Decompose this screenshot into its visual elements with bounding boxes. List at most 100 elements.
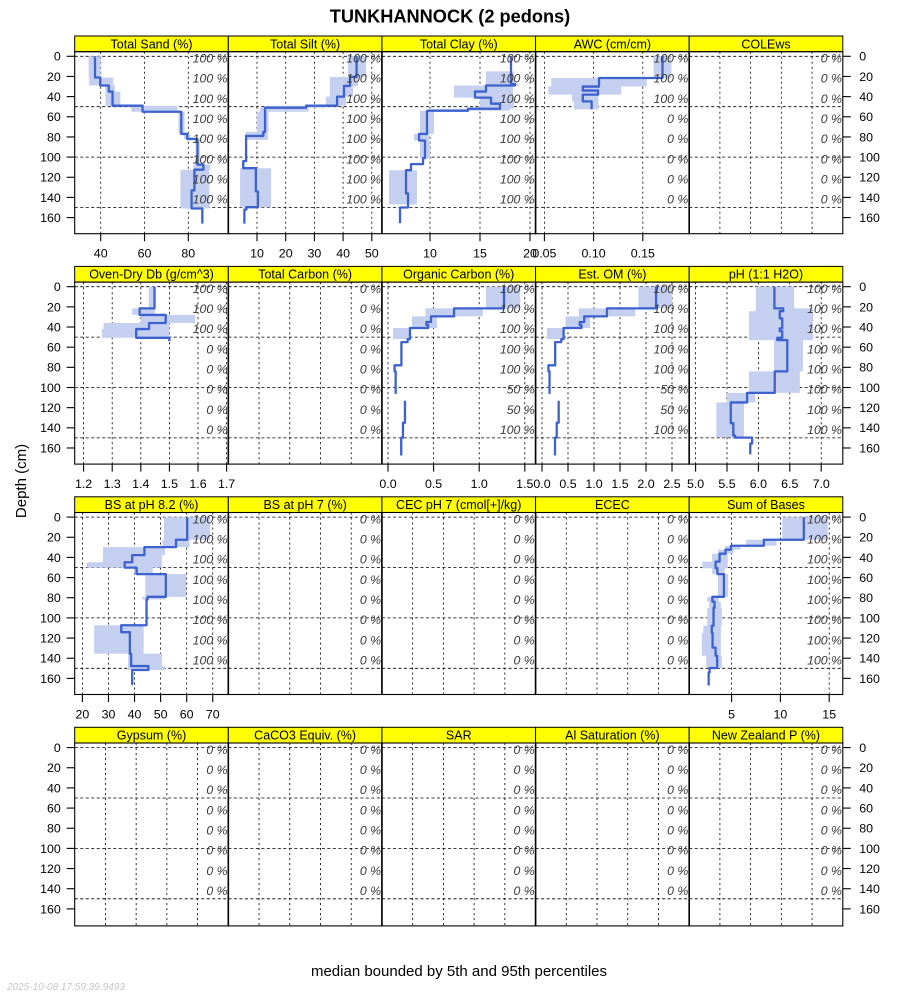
- svg-text:0 %: 0 %: [514, 864, 535, 878]
- svg-text:2025-10-08 17:59:39.9493: 2025-10-08 17:59:39.9493: [6, 982, 125, 993]
- svg-text:0 %: 0 %: [360, 763, 381, 777]
- svg-text:1.0: 1.0: [585, 477, 602, 491]
- svg-text:0 %: 0 %: [360, 864, 381, 878]
- svg-text:0.0: 0.0: [379, 477, 396, 491]
- svg-text:100 %: 100 %: [807, 553, 842, 567]
- svg-text:0 %: 0 %: [821, 803, 842, 817]
- svg-text:0.5: 0.5: [559, 477, 576, 491]
- svg-text:0 %: 0 %: [360, 302, 381, 316]
- svg-text:0 %: 0 %: [360, 553, 381, 567]
- svg-text:40: 40: [128, 707, 142, 721]
- svg-text:5.0: 5.0: [687, 477, 704, 491]
- svg-text:0: 0: [54, 511, 61, 525]
- svg-text:5.5: 5.5: [718, 477, 735, 491]
- svg-text:0 %: 0 %: [821, 172, 842, 186]
- svg-text:0 %: 0 %: [360, 633, 381, 647]
- svg-text:CEC pH 7 (cmol[+]/kg): CEC pH 7 (cmol[+]/kg): [396, 498, 521, 512]
- svg-text:0 %: 0 %: [360, 363, 381, 377]
- svg-text:0 %: 0 %: [514, 783, 535, 797]
- svg-text:0 %: 0 %: [667, 803, 688, 817]
- svg-text:Organic Carbon (%): Organic Carbon (%): [403, 268, 514, 282]
- svg-text:0 %: 0 %: [206, 844, 227, 858]
- svg-text:0 %: 0 %: [821, 823, 842, 837]
- svg-text:160: 160: [859, 441, 880, 455]
- svg-text:Est. OM (%): Est. OM (%): [578, 268, 646, 282]
- svg-text:1.2: 1.2: [75, 477, 92, 491]
- svg-text:0 %: 0 %: [360, 823, 381, 837]
- svg-text:160: 160: [859, 211, 880, 225]
- svg-text:0 %: 0 %: [360, 844, 381, 858]
- svg-text:0 %: 0 %: [360, 613, 381, 627]
- svg-text:20: 20: [523, 247, 537, 261]
- svg-text:0 %: 0 %: [360, 282, 381, 296]
- svg-text:50 %: 50 %: [660, 403, 688, 417]
- svg-text:100 %: 100 %: [193, 152, 228, 166]
- svg-text:CaCO3 Equiv. (%): CaCO3 Equiv. (%): [254, 729, 356, 743]
- svg-text:40: 40: [336, 247, 350, 261]
- svg-text:60: 60: [859, 341, 873, 355]
- svg-text:1.5: 1.5: [516, 477, 533, 491]
- svg-text:100 %: 100 %: [193, 593, 228, 607]
- svg-text:100 %: 100 %: [500, 282, 535, 296]
- svg-text:100 %: 100 %: [193, 613, 228, 627]
- svg-text:1.5: 1.5: [161, 477, 178, 491]
- svg-text:0: 0: [54, 741, 61, 755]
- svg-text:100 %: 100 %: [654, 322, 689, 336]
- svg-text:0 %: 0 %: [667, 783, 688, 797]
- svg-text:100 %: 100 %: [654, 72, 689, 86]
- svg-text:60: 60: [47, 571, 61, 585]
- svg-text:0 %: 0 %: [514, 613, 535, 627]
- svg-text:New Zealand P (%): New Zealand P (%): [712, 729, 820, 743]
- svg-text:60: 60: [180, 707, 194, 721]
- svg-text:140: 140: [859, 882, 880, 896]
- svg-text:100 %: 100 %: [807, 633, 842, 647]
- svg-text:80: 80: [181, 247, 195, 261]
- svg-text:0 %: 0 %: [821, 193, 842, 207]
- svg-text:1.0: 1.0: [471, 477, 488, 491]
- svg-text:60: 60: [47, 110, 61, 124]
- svg-text:0 %: 0 %: [821, 52, 842, 66]
- svg-text:0.05: 0.05: [532, 247, 556, 261]
- svg-text:pH (1:1 H2O): pH (1:1 H2O): [729, 268, 803, 282]
- svg-text:140: 140: [40, 421, 61, 435]
- svg-text:0: 0: [859, 741, 866, 755]
- svg-text:40: 40: [47, 781, 61, 795]
- svg-text:100: 100: [859, 611, 880, 625]
- svg-text:0 %: 0 %: [206, 803, 227, 817]
- svg-text:100 %: 100 %: [654, 92, 689, 106]
- svg-text:Total Carbon (%): Total Carbon (%): [258, 268, 352, 282]
- svg-text:20: 20: [859, 300, 873, 314]
- svg-text:50: 50: [365, 247, 379, 261]
- svg-text:100 %: 100 %: [807, 512, 842, 526]
- svg-text:100: 100: [40, 151, 61, 165]
- svg-text:0 %: 0 %: [821, 763, 842, 777]
- svg-text:0 %: 0 %: [360, 322, 381, 336]
- svg-text:0 %: 0 %: [514, 633, 535, 647]
- svg-text:100 %: 100 %: [500, 92, 535, 106]
- svg-text:1.6: 1.6: [189, 477, 206, 491]
- svg-text:100: 100: [859, 381, 880, 395]
- svg-text:0 %: 0 %: [206, 363, 227, 377]
- svg-text:15: 15: [822, 707, 836, 721]
- svg-text:0.0: 0.0: [533, 477, 550, 491]
- svg-text:TUNKHANNOCK (2 pedons): TUNKHANNOCK (2 pedons): [330, 6, 570, 26]
- svg-text:0 %: 0 %: [667, 193, 688, 207]
- svg-text:140: 140: [40, 882, 61, 896]
- svg-text:60: 60: [138, 247, 152, 261]
- svg-text:100 %: 100 %: [193, 302, 228, 316]
- svg-text:0 %: 0 %: [821, 884, 842, 898]
- svg-text:140: 140: [40, 652, 61, 666]
- svg-text:0.5: 0.5: [425, 477, 442, 491]
- svg-text:10: 10: [250, 247, 264, 261]
- svg-text:20: 20: [47, 300, 61, 314]
- svg-text:0 %: 0 %: [821, 72, 842, 86]
- svg-text:0 %: 0 %: [821, 132, 842, 146]
- svg-text:1.7: 1.7: [218, 477, 235, 491]
- svg-text:60: 60: [859, 801, 873, 815]
- svg-text:60: 60: [859, 110, 873, 124]
- svg-text:100 %: 100 %: [500, 363, 535, 377]
- svg-text:0 %: 0 %: [206, 823, 227, 837]
- svg-text:80: 80: [859, 822, 873, 836]
- svg-text:0 %: 0 %: [821, 743, 842, 757]
- svg-text:Total Silt (%): Total Silt (%): [270, 37, 340, 51]
